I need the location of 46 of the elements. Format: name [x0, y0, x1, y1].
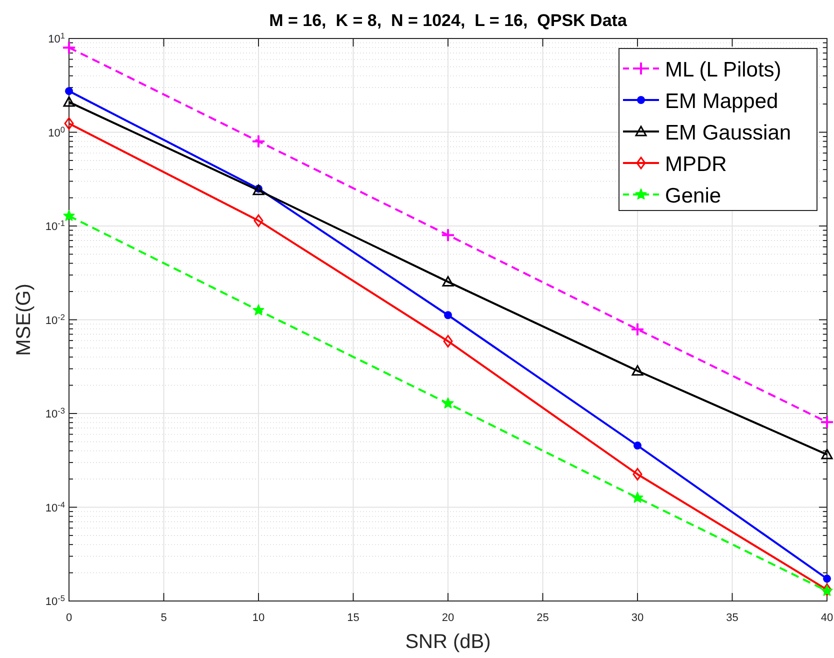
point: [441, 228, 455, 242]
point: [64, 117, 74, 130]
x-tick-label: 25: [536, 612, 549, 624]
point: [63, 210, 75, 221]
x-tick-label: 40: [820, 612, 834, 624]
y-tick-label: 10$^{-1}$: [45, 218, 66, 233]
y-tick-label: 10$^{1}$: [48, 31, 66, 46]
point: [821, 448, 833, 460]
point: [444, 311, 452, 320]
point: [252, 134, 266, 148]
point: [443, 334, 453, 348]
point: [63, 96, 75, 107]
point: [254, 214, 264, 227]
x-tick-label: 15: [347, 612, 360, 624]
legend-label: EM Mapped: [665, 90, 778, 113]
x-tick-label: 30: [631, 612, 644, 624]
x-tick-label: 20: [442, 612, 454, 624]
y-axis-title: MSE(G): [13, 284, 35, 356]
chart-title: M = 16, K = 8, N = 1024, L = 16, QPSK Data: [269, 11, 628, 30]
y-tick-label: 10$^{-4}$: [45, 500, 66, 514]
point: [632, 468, 642, 480]
point: [442, 397, 454, 408]
y-tick-label: 10$^{-3}$: [45, 406, 66, 420]
x-tick-label: 35: [726, 612, 738, 624]
point: [632, 365, 644, 376]
point: [62, 40, 76, 55]
point: [442, 276, 454, 287]
legend-label: Genie: [665, 184, 722, 208]
y-tick-label: 10$^{-5}$: [45, 594, 66, 608]
point: [252, 184, 264, 196]
x-tick-label: 10: [252, 612, 265, 624]
point: [634, 442, 642, 450]
legend-label: EM Gaussian: [665, 122, 792, 144]
y-tick-label: 10$^{-2}$: [45, 312, 66, 327]
point: [823, 574, 831, 583]
legend-label: ML (L Pilots): [665, 58, 782, 82]
point: [632, 492, 644, 503]
point: [65, 87, 73, 96]
legend-label: MPDR: [665, 153, 727, 176]
x-tick-label: 0: [66, 612, 72, 624]
point: [252, 304, 264, 316]
point: [820, 415, 834, 430]
x-axis-title: SNR (dB): [405, 631, 491, 653]
y-tick-label: 10$^{0}$: [48, 124, 66, 140]
x-tick-label: 5: [160, 612, 167, 624]
point: [630, 322, 644, 336]
